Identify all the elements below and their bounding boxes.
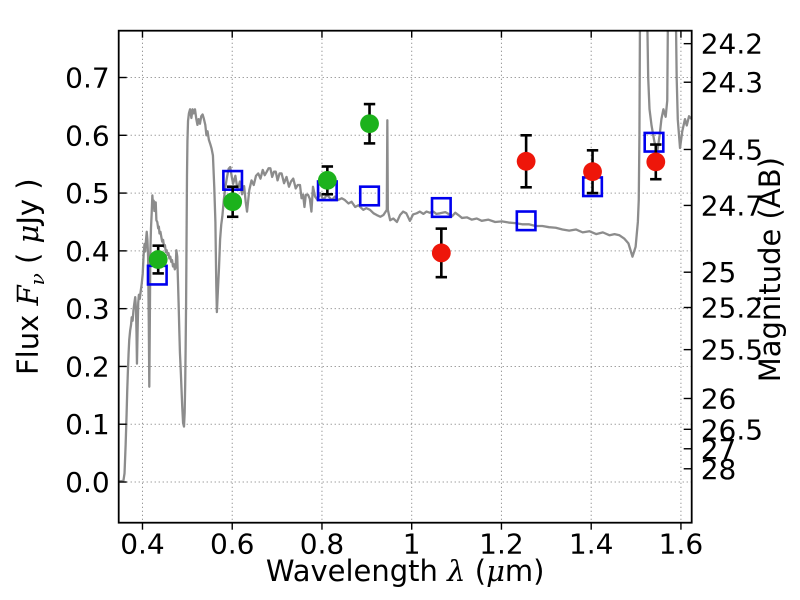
y-tick-label-right: 24.7 <box>701 189 763 222</box>
x-tick-label: 0.6 <box>210 528 255 561</box>
x-tick-label: 1 <box>403 528 421 561</box>
photometry-circle-marker <box>583 162 602 182</box>
x-tick-label: 0.8 <box>300 528 345 561</box>
y-tick-label-right: 25.2 <box>701 292 763 325</box>
observed-photometry-red <box>431 133 666 279</box>
photometry-circle-marker <box>516 151 536 171</box>
y-tick-label-right: 24.3 <box>701 66 763 99</box>
photometry-circle-marker <box>431 243 451 263</box>
x-tick-label: 1.6 <box>659 528 704 561</box>
y-tick-label-left: 0.3 <box>65 293 110 326</box>
model-square-marker <box>643 131 665 153</box>
observed-photometry-green <box>148 102 379 275</box>
model-square-marker <box>358 185 381 207</box>
y-axis-label-left: Flux Fν ( μJy ) <box>11 178 49 375</box>
spectrum-line <box>118 30 692 483</box>
tick-labels: 0.4 0.6 0.8 1 1.2 1.4 1.6 0.0 0.1 0.2 0.3 0.4 0.5 0.6… <box>65 28 763 561</box>
y-tick-label-left: 0.0 <box>65 466 110 499</box>
x-tick-label: 1.4 <box>569 528 614 561</box>
y-tick-label-left: 0.6 <box>65 119 110 152</box>
y-axis-label-right: Magnitude (AB) <box>753 157 787 382</box>
y-tick-label-right: 26 <box>701 382 737 415</box>
y-tick-label-right: 24.2 <box>701 28 763 61</box>
y-tick-label-right: 24.5 <box>701 133 763 166</box>
photometry-circle-marker <box>317 170 337 190</box>
plot-frame <box>117 29 693 524</box>
y-tick-label-left: 0.7 <box>65 62 110 95</box>
y-tick-label-right: 25.5 <box>701 334 763 367</box>
y-tick-label-right: 27 <box>701 433 737 466</box>
model-square-marker <box>430 196 452 219</box>
photometry-circle-marker <box>223 192 243 212</box>
x-tick-label: 1.2 <box>479 528 524 561</box>
photometry-circle-marker <box>148 250 168 269</box>
y-tick-label-right: 26.5 <box>701 413 763 446</box>
photometry-circle-marker <box>360 114 379 134</box>
plot-area <box>118 30 692 523</box>
axis-ticks <box>118 30 692 530</box>
x-axis-label: Wavelength λ (μm) <box>266 554 545 588</box>
x-tick-label: 0.4 <box>120 528 165 561</box>
y-tick-label-left: 0.1 <box>65 408 110 441</box>
photometry-circle-marker <box>646 152 666 172</box>
y-tick-label-left: 0.2 <box>65 350 110 383</box>
y-tick-label-left: 0.4 <box>65 235 110 268</box>
model-square-marker <box>515 210 537 232</box>
y-tick-label-left: 0.5 <box>65 177 110 210</box>
y-tick-label-right: 28 <box>701 453 737 486</box>
y-tick-label-right: 25 <box>701 256 737 289</box>
